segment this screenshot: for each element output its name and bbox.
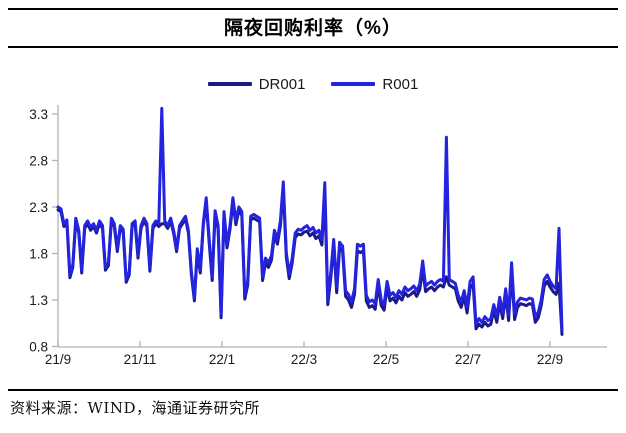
y-tick-label: 1.3 bbox=[29, 293, 48, 308]
y-tick-label: 1.8 bbox=[29, 247, 48, 262]
x-tick-label: 22/1 bbox=[209, 352, 235, 367]
r001-line bbox=[56, 106, 564, 332]
y-tick-label: 3.3 bbox=[29, 107, 48, 122]
x-tick-label: 21/9 bbox=[45, 352, 71, 367]
r001-line-swatch-icon bbox=[331, 82, 376, 86]
y-tick-label: 2.3 bbox=[29, 200, 48, 215]
x-tick-label: 22/9 bbox=[537, 352, 563, 367]
legend-item-r001: R001 bbox=[331, 76, 418, 93]
top-rule bbox=[8, 8, 618, 10]
dr001-line bbox=[56, 186, 564, 336]
bottom-rule bbox=[8, 389, 618, 391]
x-tick-label: 22/5 bbox=[373, 352, 399, 367]
x-tick-label: 22/7 bbox=[455, 352, 481, 367]
dr001-line-swatch-icon bbox=[207, 82, 252, 86]
title-underline-rule bbox=[8, 46, 618, 48]
legend-label-dr001: DR001 bbox=[258, 75, 306, 93]
y-tick-label: 2.8 bbox=[29, 154, 48, 169]
x-tick-label: 21/11 bbox=[124, 352, 157, 367]
chart-title: 隔夜回购利率（%） bbox=[224, 18, 402, 39]
x-tick-label: 22/3 bbox=[291, 352, 317, 367]
legend-label-r001: R001 bbox=[382, 75, 419, 93]
legend: DR001 R001 bbox=[0, 74, 626, 94]
legend-item-dr001: DR001 bbox=[207, 75, 306, 93]
source-note: 资料来源：WIND，海通证券研究所 bbox=[10, 399, 260, 417]
y-tick-label: 0.8 bbox=[29, 340, 48, 355]
